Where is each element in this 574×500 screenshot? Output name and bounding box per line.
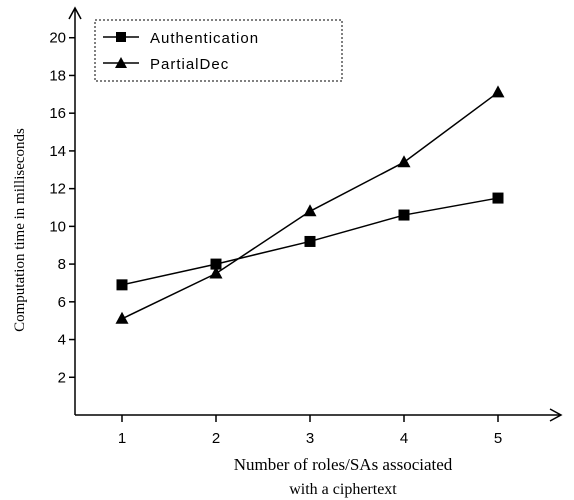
data-point-authentication — [116, 279, 128, 291]
legend-label-authentication: Authentication — [150, 30, 259, 47]
y-tick-label: 6 — [58, 294, 66, 311]
y-tick-label: 20 — [49, 30, 66, 47]
y-tick-label: 8 — [58, 256, 66, 273]
y-tick-label: 2 — [58, 369, 66, 386]
data-point-partialdec — [491, 85, 505, 98]
data-point-authentication — [210, 258, 222, 270]
legend-box — [94, 19, 343, 82]
y-tick-label: 14 — [49, 143, 66, 160]
x-axis-title-line1: Number of roles/SAs associated — [234, 455, 453, 474]
x-tick-label: 5 — [494, 430, 502, 447]
x-tick-label: 3 — [306, 430, 314, 447]
y-tick-label: 18 — [49, 67, 66, 84]
y-axis-title: Computation time in milliseconds — [12, 128, 28, 332]
data-point-partialdec — [303, 204, 317, 217]
legend-label-partialdec: PartialDec — [150, 56, 229, 73]
legend-marker-triangle — [115, 57, 127, 68]
y-tick-label: 4 — [58, 332, 66, 349]
x-axis-arrow — [549, 408, 563, 422]
y-ticks: 2 4 6 8 10 12 14 16 18 20 — [49, 30, 75, 386]
data-point-authentication — [304, 235, 316, 247]
legend-marker-square — [116, 32, 126, 42]
data-point-authentication — [492, 192, 504, 204]
data-point-partialdec — [115, 311, 129, 324]
legend: Authentication PartialDec — [94, 19, 343, 82]
y-tick-label: 10 — [49, 218, 66, 235]
x-ticks: 1 2 3 4 5 — [118, 415, 502, 447]
data-point-partialdec — [397, 155, 411, 168]
x-tick-label: 4 — [400, 430, 408, 447]
series-layer — [115, 85, 505, 324]
y-axis-arrow — [68, 6, 82, 20]
data-point-authentication — [398, 209, 410, 221]
y-tick-label: 16 — [49, 105, 66, 122]
y-tick-label: 12 — [49, 181, 66, 198]
data-point-partialdec — [209, 266, 223, 279]
x-tick-label: 2 — [212, 430, 220, 447]
x-tick-label: 1 — [118, 430, 126, 447]
x-axis-title-line2: with a ciphertext — [289, 481, 397, 498]
